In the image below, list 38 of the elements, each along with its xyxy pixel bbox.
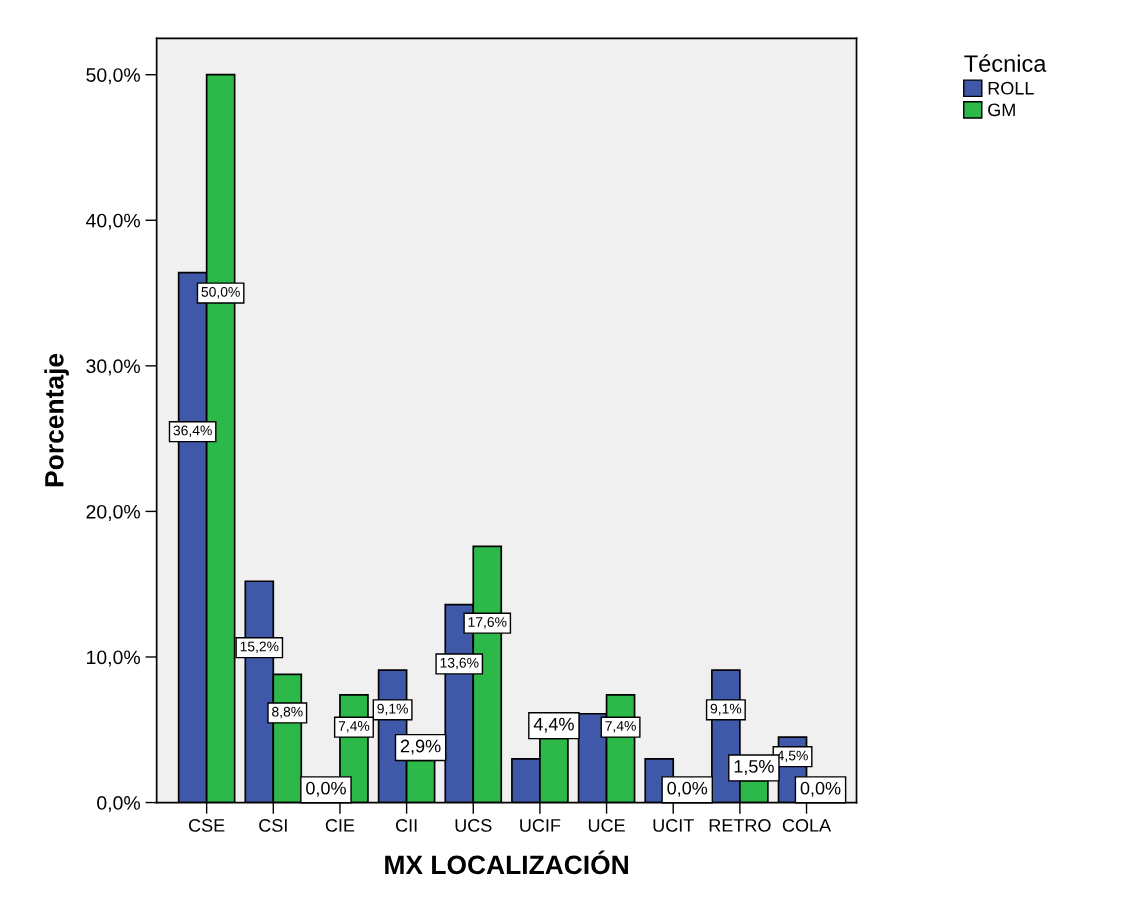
y-tick-label: 30,0% xyxy=(86,359,140,376)
data-label: 4,4% xyxy=(533,717,574,733)
data-label: 50,0% xyxy=(201,286,240,299)
data-label: 15,2% xyxy=(240,641,279,654)
legend-label: ROLL xyxy=(988,81,1034,95)
x-tick-label: COLA xyxy=(782,819,832,832)
y-tick-label: 10,0% xyxy=(87,650,140,667)
x-tick-label: RETRO xyxy=(709,819,771,832)
x-tick-label: CSE xyxy=(189,819,225,832)
data-label: 7,4% xyxy=(338,721,370,733)
data-label: 0,0% xyxy=(306,781,346,797)
data-label: 0,0% xyxy=(800,781,841,797)
y-tick-label: 0,0% xyxy=(97,796,140,813)
data-label: 1,5% xyxy=(734,760,774,775)
data-label: 9,1% xyxy=(377,703,408,716)
data-label: 36,4% xyxy=(173,425,212,438)
y-tick-label: 50,0% xyxy=(86,68,140,85)
data-label: 2,9% xyxy=(400,739,441,755)
data-label: 17,6% xyxy=(468,617,507,629)
y-tick-label: 20,0% xyxy=(86,504,140,521)
data-label: 7,4% xyxy=(605,721,636,733)
x-tick-label: CIE xyxy=(325,819,355,832)
data-label: 4,5% xyxy=(777,750,808,763)
data-label: 13,6% xyxy=(440,657,479,670)
y-tick-label: 40,0% xyxy=(86,213,140,230)
x-axis-title: MX LOCALIZACIÓN xyxy=(385,850,628,875)
y-axis-title: Porcentaje xyxy=(44,353,69,487)
x-tick-label: UCS xyxy=(455,819,492,832)
data-label: 9,1% xyxy=(710,703,742,716)
legend-label: GM xyxy=(988,103,1015,117)
data-label: 8,8% xyxy=(272,706,303,719)
x-tick-label: UCE xyxy=(588,819,625,832)
x-tick-label: CSI xyxy=(259,819,287,832)
x-tick-label: UCIT xyxy=(653,819,694,832)
x-tick-label: CII xyxy=(395,819,417,832)
legend-title: Técnica xyxy=(964,54,1047,72)
data-label: 0,0% xyxy=(667,781,708,797)
x-tick-label: UCIF xyxy=(520,819,561,832)
